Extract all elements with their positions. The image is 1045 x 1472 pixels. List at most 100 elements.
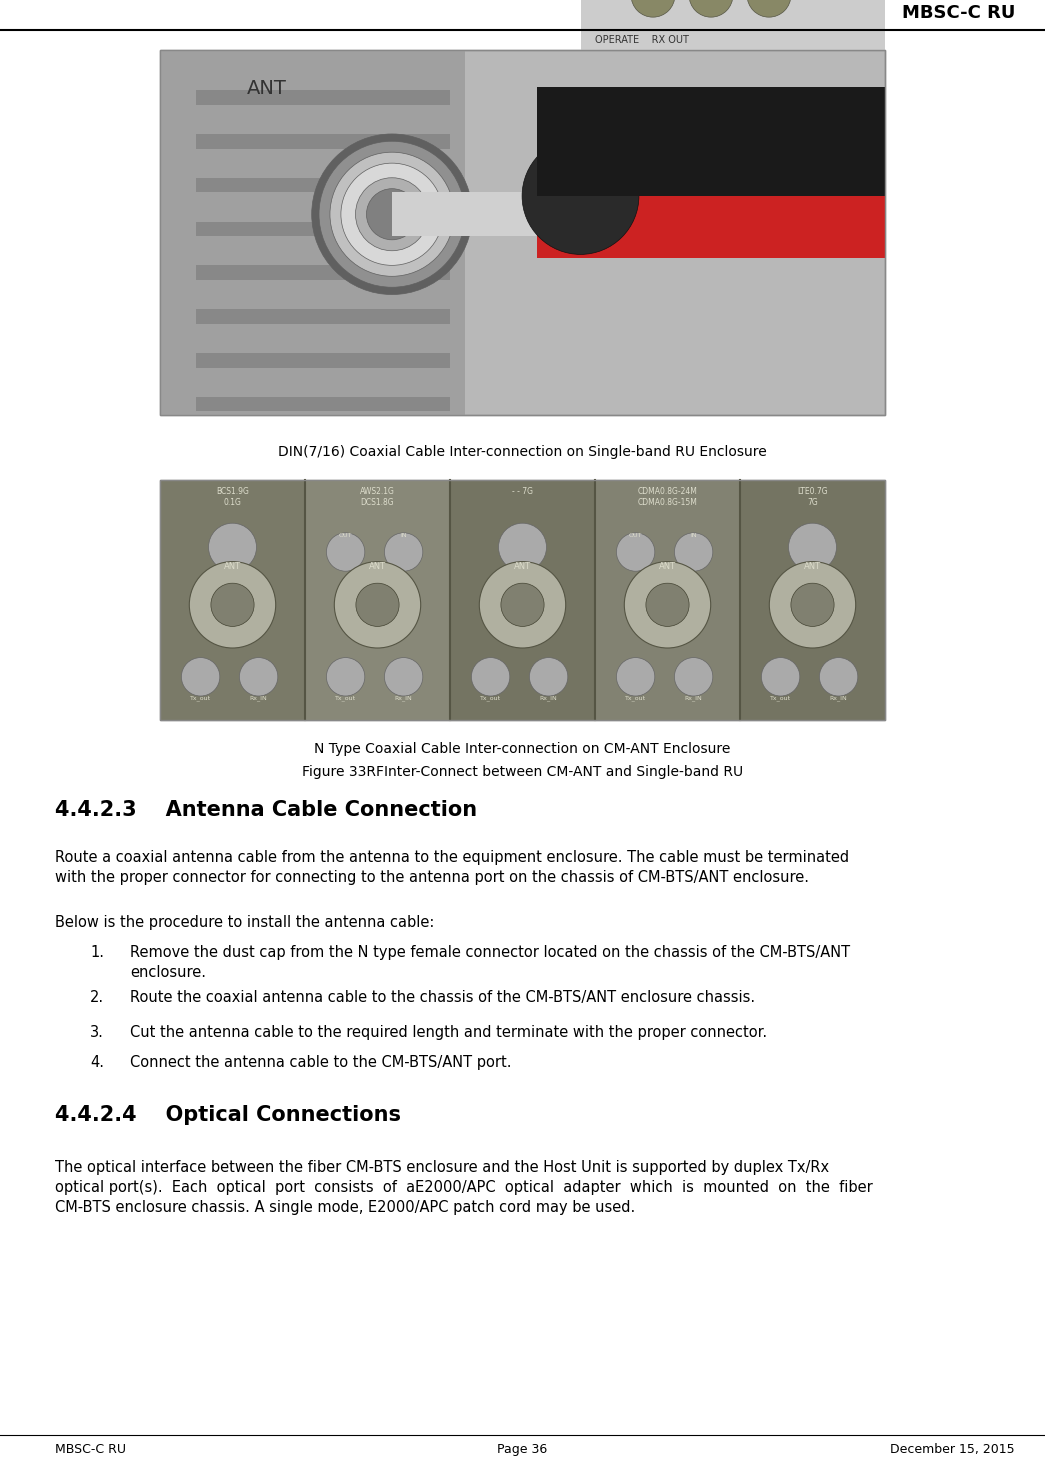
Circle shape xyxy=(341,163,443,265)
Text: MBSC-C RU: MBSC-C RU xyxy=(55,1443,126,1456)
Circle shape xyxy=(747,0,791,18)
Circle shape xyxy=(367,188,418,240)
Text: Rx_IN: Rx_IN xyxy=(684,695,702,701)
Text: Tx_out: Tx_out xyxy=(335,695,356,701)
Circle shape xyxy=(674,533,713,571)
Circle shape xyxy=(819,658,858,696)
Circle shape xyxy=(356,583,399,627)
Bar xyxy=(196,397,450,411)
Circle shape xyxy=(209,523,256,571)
Bar xyxy=(196,178,450,193)
Bar xyxy=(537,196,885,258)
Bar xyxy=(196,353,450,368)
Text: Tx_out: Tx_out xyxy=(480,695,502,701)
Text: Route the coaxial antenna cable to the chassis of the CM-BTS/ANT enclosure chass: Route the coaxial antenna cable to the c… xyxy=(130,991,756,1005)
Circle shape xyxy=(330,152,454,277)
Text: Rx_IN: Rx_IN xyxy=(830,695,847,701)
Text: 3.: 3. xyxy=(90,1025,103,1041)
Text: - - 7G: - - 7G xyxy=(512,487,533,496)
Bar xyxy=(392,193,574,236)
Circle shape xyxy=(674,658,713,696)
Circle shape xyxy=(480,562,565,648)
Bar xyxy=(160,50,885,415)
Text: OPERATE    RX OUT: OPERATE RX OUT xyxy=(595,35,689,46)
Text: Tx_out: Tx_out xyxy=(190,695,211,701)
Circle shape xyxy=(769,562,856,648)
Text: December 15, 2015: December 15, 2015 xyxy=(890,1443,1015,1456)
Circle shape xyxy=(334,562,421,648)
Bar xyxy=(196,222,450,236)
Circle shape xyxy=(326,533,365,571)
Text: The optical interface between the fiber CM-BTS enclosure and the Host Unit is su: The optical interface between the fiber … xyxy=(55,1160,873,1214)
Text: OUT: OUT xyxy=(629,533,643,537)
Text: Rx_IN: Rx_IN xyxy=(250,695,268,701)
Circle shape xyxy=(689,0,733,18)
Text: 4.: 4. xyxy=(90,1055,104,1070)
Circle shape xyxy=(471,658,510,696)
Bar xyxy=(450,480,595,720)
Text: Route a coaxial antenna cable from the antenna to the equipment enclosure. The c: Route a coaxial antenna cable from the a… xyxy=(55,849,850,885)
Text: ANT: ANT xyxy=(514,562,531,571)
Circle shape xyxy=(211,583,254,627)
Bar xyxy=(196,265,450,280)
Circle shape xyxy=(617,533,655,571)
Circle shape xyxy=(311,134,472,294)
Circle shape xyxy=(617,658,655,696)
Text: BCS1.9G
0.1G: BCS1.9G 0.1G xyxy=(216,487,249,506)
Text: 4.4.2.4    Optical Connections: 4.4.2.4 Optical Connections xyxy=(55,1105,401,1125)
Circle shape xyxy=(631,0,675,18)
Text: Figure 33RFInter-Connect between CM-ANT and Single-band RU: Figure 33RFInter-Connect between CM-ANT … xyxy=(302,765,743,779)
Circle shape xyxy=(624,562,711,648)
Circle shape xyxy=(239,658,278,696)
Text: 4.4.2.3    Antenna Cable Connection: 4.4.2.3 Antenna Cable Connection xyxy=(55,799,478,820)
Text: Rx_IN: Rx_IN xyxy=(539,695,557,701)
Circle shape xyxy=(530,658,567,696)
Circle shape xyxy=(789,523,836,571)
Circle shape xyxy=(501,583,544,627)
Text: Connect the antenna cable to the CM-BTS/ANT port.: Connect the antenna cable to the CM-BTS/… xyxy=(130,1055,511,1070)
Circle shape xyxy=(522,137,638,255)
Text: 1.: 1. xyxy=(90,945,104,960)
Text: Tx_out: Tx_out xyxy=(770,695,791,701)
Circle shape xyxy=(762,658,799,696)
Text: AWS2.1G
DCS1.8G: AWS2.1G DCS1.8G xyxy=(361,487,395,506)
Bar xyxy=(160,480,885,720)
Text: IN: IN xyxy=(691,533,697,537)
Text: Page 36: Page 36 xyxy=(497,1443,548,1456)
Bar xyxy=(196,309,450,324)
Circle shape xyxy=(355,178,428,250)
Text: Rx_IN: Rx_IN xyxy=(395,695,413,701)
Bar xyxy=(160,50,885,415)
Bar xyxy=(595,480,740,720)
Bar xyxy=(160,480,885,720)
Circle shape xyxy=(385,533,423,571)
Text: ANT: ANT xyxy=(659,562,676,571)
Circle shape xyxy=(646,583,689,627)
Bar xyxy=(537,87,885,196)
Text: Remove the dust cap from the N type female connector located on the chassis of t: Remove the dust cap from the N type fema… xyxy=(130,945,851,980)
Text: DIN(7/16) Coaxial Cable Inter-connection on Single-band RU Enclosure: DIN(7/16) Coaxial Cable Inter-connection… xyxy=(278,445,767,459)
Text: LTE0.7G
7G: LTE0.7G 7G xyxy=(797,487,828,506)
Circle shape xyxy=(326,658,365,696)
Bar xyxy=(196,90,450,105)
Text: IN: IN xyxy=(400,533,407,537)
Text: CDMA0.8G-24M
CDMA0.8G-15M: CDMA0.8G-24M CDMA0.8G-15M xyxy=(637,487,697,506)
Text: ANT: ANT xyxy=(247,79,287,99)
Text: ANT: ANT xyxy=(224,562,241,571)
Text: 2.: 2. xyxy=(90,991,104,1005)
Bar xyxy=(160,480,305,720)
Text: OUT: OUT xyxy=(339,533,352,537)
Circle shape xyxy=(189,562,276,648)
Circle shape xyxy=(182,658,219,696)
Circle shape xyxy=(791,583,834,627)
Text: ANT: ANT xyxy=(369,562,386,571)
Text: N Type Coaxial Cable Inter-connection on CM-ANT Enclosure: N Type Coaxial Cable Inter-connection on… xyxy=(315,742,730,757)
Text: Tx_out: Tx_out xyxy=(625,695,646,701)
Bar xyxy=(196,134,450,149)
Text: Below is the procedure to install the antenna cable:: Below is the procedure to install the an… xyxy=(55,916,435,930)
Text: MBSC-C RU: MBSC-C RU xyxy=(902,4,1015,22)
Bar xyxy=(581,0,885,50)
Bar xyxy=(305,480,450,720)
Circle shape xyxy=(498,523,547,571)
Text: ANT: ANT xyxy=(804,562,821,571)
